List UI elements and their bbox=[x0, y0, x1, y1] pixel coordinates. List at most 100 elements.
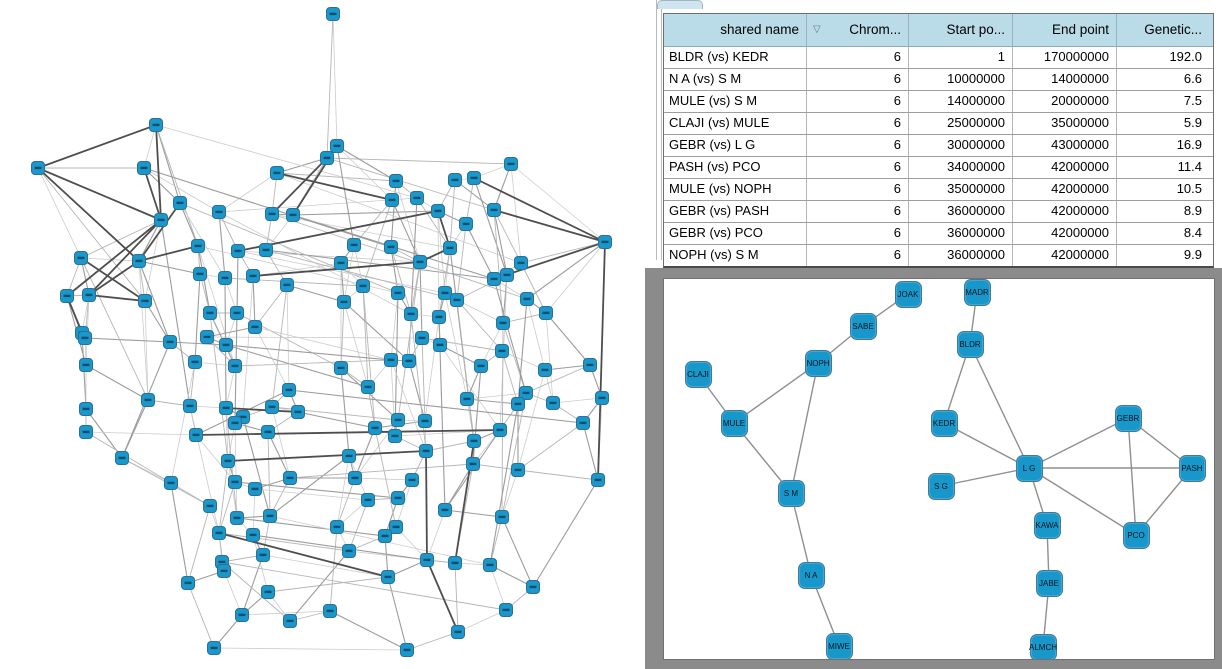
network-node[interactable] bbox=[460, 392, 474, 406]
network-edge[interactable] bbox=[582, 422, 599, 481]
network-edge[interactable] bbox=[502, 312, 547, 324]
network-edge[interactable] bbox=[194, 273, 201, 363]
network-node[interactable] bbox=[154, 213, 168, 227]
network-node[interactable] bbox=[219, 401, 233, 415]
network-edge[interactable] bbox=[267, 431, 271, 517]
network-edge[interactable] bbox=[390, 359, 427, 452]
network-node[interactable] bbox=[261, 585, 275, 599]
network-edge[interactable] bbox=[234, 359, 392, 367]
network-edge[interactable] bbox=[466, 392, 527, 400]
network-edge[interactable] bbox=[426, 509, 446, 561]
network-node[interactable] bbox=[526, 580, 540, 594]
network-node[interactable] bbox=[74, 251, 88, 265]
network-node[interactable] bbox=[256, 548, 270, 562]
network-edge[interactable] bbox=[340, 301, 345, 369]
network-edge[interactable] bbox=[262, 554, 389, 578]
network-edge[interactable] bbox=[85, 364, 149, 401]
network-edge[interactable] bbox=[252, 488, 256, 536]
network-node[interactable] bbox=[218, 271, 232, 285]
graph-node-pash[interactable]: PASH bbox=[1178, 454, 1206, 482]
network-edge[interactable] bbox=[84, 337, 171, 343]
network-edge[interactable] bbox=[189, 361, 196, 407]
network-edge[interactable] bbox=[292, 210, 439, 216]
network-edge[interactable] bbox=[517, 298, 528, 405]
network-node[interactable] bbox=[591, 473, 605, 487]
network-node[interactable] bbox=[181, 576, 195, 590]
network-edge[interactable] bbox=[501, 350, 546, 371]
network-edge[interactable] bbox=[254, 284, 288, 328]
network-edge[interactable] bbox=[406, 631, 459, 651]
network-node[interactable] bbox=[546, 396, 560, 410]
network-edge[interactable] bbox=[493, 209, 508, 276]
network-edge[interactable] bbox=[362, 285, 369, 388]
network-node[interactable] bbox=[149, 118, 163, 132]
network-edge[interactable] bbox=[143, 124, 157, 169]
network-edge[interactable] bbox=[343, 301, 369, 388]
network-edge[interactable] bbox=[218, 211, 226, 279]
network-edge[interactable] bbox=[408, 360, 426, 422]
network-node[interactable] bbox=[384, 353, 398, 367]
table-row[interactable]: GEBR (vs) PASH 6 36000000 42000000 8.9 bbox=[664, 200, 1213, 222]
network-edge[interactable] bbox=[155, 124, 181, 204]
network-edge[interactable] bbox=[391, 199, 421, 263]
network-edge[interactable] bbox=[340, 367, 350, 457]
network-edge[interactable] bbox=[288, 389, 584, 424]
network-edge[interactable] bbox=[37, 167, 146, 302]
network-node[interactable] bbox=[291, 405, 305, 419]
network-edge[interactable] bbox=[336, 477, 356, 528]
network-node[interactable] bbox=[511, 397, 525, 411]
network-edge[interactable] bbox=[218, 460, 229, 534]
network-node[interactable] bbox=[203, 306, 217, 320]
network-edge[interactable] bbox=[326, 157, 512, 165]
graph-node-almch[interactable]: ALMCH bbox=[1029, 633, 1057, 659]
graph-node-sabe[interactable]: SABE bbox=[849, 312, 877, 340]
network-edge[interactable] bbox=[425, 450, 428, 561]
network-node[interactable] bbox=[495, 344, 509, 358]
network-edge[interactable] bbox=[510, 163, 522, 264]
network-node[interactable] bbox=[415, 331, 429, 345]
network-node[interactable] bbox=[221, 454, 235, 468]
network-node[interactable] bbox=[519, 386, 533, 400]
graph-node-joak[interactable]: JOAK bbox=[894, 280, 922, 308]
network-edge[interactable] bbox=[480, 322, 504, 367]
network-edge[interactable] bbox=[437, 210, 440, 318]
network-edge[interactable] bbox=[354, 427, 376, 479]
network-node[interactable] bbox=[235, 608, 249, 622]
network-edge[interactable] bbox=[332, 13, 338, 147]
network-edge[interactable] bbox=[438, 247, 451, 318]
network-edge[interactable] bbox=[525, 364, 591, 394]
network-node[interactable] bbox=[474, 359, 488, 373]
network-edge[interactable] bbox=[271, 213, 451, 249]
network-edge[interactable] bbox=[520, 262, 547, 314]
network-edge[interactable] bbox=[444, 292, 468, 400]
network-node[interactable] bbox=[443, 241, 457, 255]
network-node[interactable] bbox=[342, 544, 356, 558]
network-edge[interactable] bbox=[329, 610, 408, 651]
network-edge[interactable] bbox=[297, 411, 376, 429]
network-node[interactable] bbox=[282, 383, 296, 397]
network-edge[interactable] bbox=[526, 241, 606, 300]
network-node[interactable] bbox=[246, 528, 260, 542]
network-edge[interactable] bbox=[532, 479, 599, 588]
graph-node-pco[interactable]: PCO bbox=[1122, 521, 1150, 549]
network-edge[interactable] bbox=[552, 397, 603, 404]
network-edge[interactable] bbox=[348, 499, 369, 552]
network-node[interactable] bbox=[583, 358, 597, 372]
network-edge[interactable] bbox=[206, 326, 256, 338]
network-edge[interactable] bbox=[276, 172, 393, 201]
network-node[interactable] bbox=[228, 416, 242, 430]
network-edge[interactable] bbox=[155, 124, 418, 199]
network-edge[interactable] bbox=[493, 163, 512, 211]
network-edge[interactable] bbox=[218, 532, 350, 552]
network-node[interactable] bbox=[280, 278, 294, 292]
network-edge[interactable] bbox=[271, 157, 328, 215]
network-node[interactable] bbox=[248, 320, 262, 334]
network-edge[interactable] bbox=[489, 564, 507, 611]
network-edge[interactable] bbox=[336, 455, 350, 528]
network-edge[interactable] bbox=[138, 260, 149, 401]
network-node[interactable] bbox=[431, 204, 445, 218]
network-edge[interactable] bbox=[241, 610, 331, 616]
network-node[interactable] bbox=[189, 428, 203, 442]
network-node[interactable] bbox=[410, 191, 424, 205]
network-node[interactable] bbox=[391, 413, 405, 427]
